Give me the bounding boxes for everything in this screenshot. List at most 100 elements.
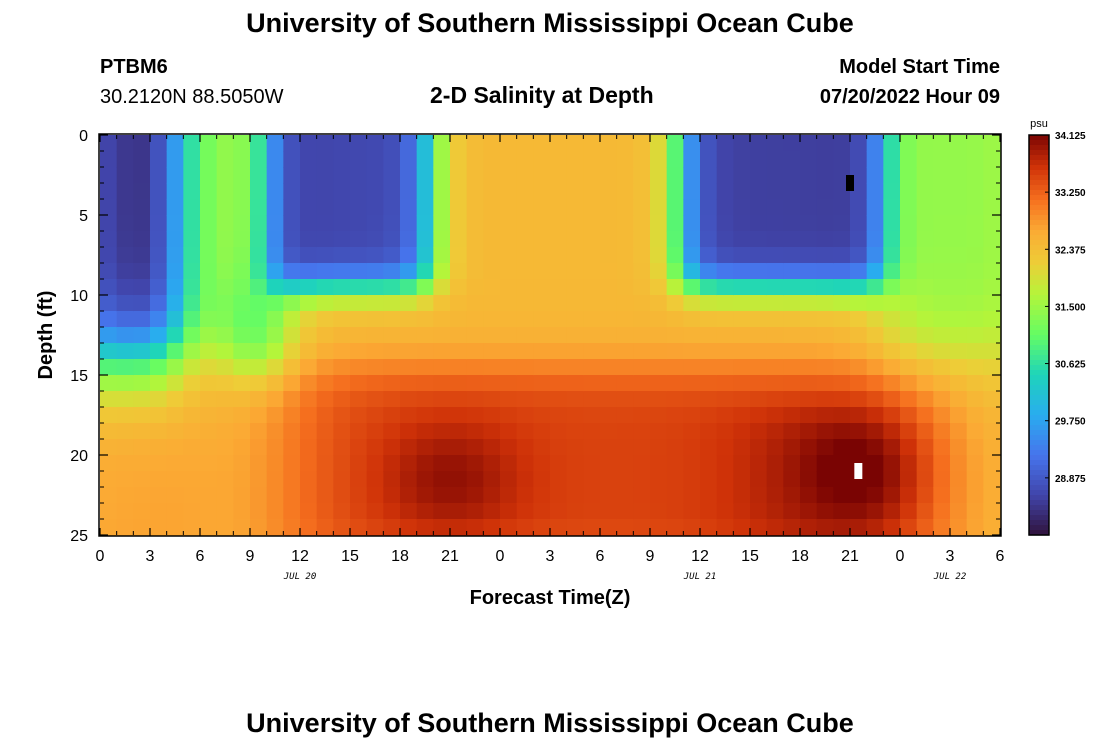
heatmap-cell	[816, 231, 834, 248]
heatmap-cell	[700, 423, 718, 440]
heatmap-cell	[666, 263, 684, 280]
heatmap-cell	[833, 439, 851, 456]
heatmap-cell	[883, 407, 901, 424]
heatmap-cell	[733, 183, 751, 200]
heatmap-cell	[450, 423, 468, 440]
colorbar-swatch	[1029, 310, 1049, 316]
colorbar-swatch	[1029, 285, 1049, 291]
heatmap-cell	[300, 391, 318, 408]
colorbar-swatch	[1029, 360, 1049, 366]
heatmap-cell	[800, 295, 818, 312]
heatmap-cell	[333, 503, 351, 520]
heatmap-cell	[200, 327, 218, 344]
heatmap-cell	[183, 439, 201, 456]
heatmap-cell	[266, 263, 284, 280]
colorbar: psu 34.125 33.250 32.375 31.500 30.625 29.750 2…	[1028, 118, 1086, 536]
heatmap-cell	[800, 183, 818, 200]
heatmap-cell	[816, 151, 834, 168]
heatmap-cell	[450, 247, 468, 264]
heatmap-cell	[516, 167, 534, 184]
heatmap-cell	[383, 167, 401, 184]
heatmap-cell	[883, 311, 901, 328]
heatmap-cell	[650, 343, 668, 360]
heatmap-cell	[200, 471, 218, 488]
heatmap-cell	[950, 295, 968, 312]
colorbar-swatch	[1029, 515, 1049, 521]
heatmap-cell	[500, 407, 518, 424]
heatmap-cell	[200, 215, 218, 232]
heatmap-cell	[883, 167, 901, 184]
heatmap-cell	[900, 135, 918, 152]
heatmap-cell	[733, 151, 751, 168]
x-tick-label: 15	[741, 548, 759, 565]
heatmap-cell	[650, 423, 668, 440]
heatmap-cell	[300, 471, 318, 488]
heatmap-cell	[866, 263, 884, 280]
colorbar-frame	[1028, 134, 1050, 536]
heatmap-cell	[750, 231, 768, 248]
heatmap-cell	[383, 215, 401, 232]
heatmap-cell	[250, 167, 268, 184]
heatmap-cell	[283, 199, 301, 216]
heatmap-cell	[133, 311, 151, 328]
heatmap-cell	[666, 487, 684, 504]
heatmap-cell	[966, 327, 984, 344]
heatmap-cell	[300, 359, 318, 376]
heatmap-cell	[516, 391, 534, 408]
heatmap-cell	[583, 263, 601, 280]
heatmap-cell	[983, 199, 1001, 216]
heatmap-cell	[450, 327, 468, 344]
heatmap-cell	[750, 247, 768, 264]
heatmap-cell	[883, 247, 901, 264]
heatmap-cell	[983, 135, 1001, 152]
heatmap-cell	[933, 407, 951, 424]
heatmap-cell	[800, 279, 818, 296]
heatmap-cell	[783, 343, 801, 360]
heatmap-cell	[433, 279, 451, 296]
heatmap-cell	[433, 471, 451, 488]
x-tick-label: 0	[896, 548, 905, 565]
heatmap-cell	[350, 167, 368, 184]
heatmap-cell	[600, 167, 618, 184]
heatmap-cell	[716, 231, 734, 248]
heatmap-cell	[300, 135, 318, 152]
heatmap-cell	[933, 151, 951, 168]
heatmap-cell	[533, 439, 551, 456]
heatmap-cell	[516, 455, 534, 472]
heatmap-cell	[400, 439, 418, 456]
heatmap-cell	[616, 343, 634, 360]
heatmap-cell	[383, 407, 401, 424]
colorbar-tick-label: 32.375	[1055, 245, 1086, 256]
heatmap-cell	[433, 231, 451, 248]
heatmap-cell	[416, 151, 434, 168]
heatmap-cell	[283, 327, 301, 344]
colorbar-swatch	[1029, 320, 1049, 326]
heatmap-cell	[100, 503, 118, 520]
heatmap-cell	[766, 487, 784, 504]
colorbar-swatch	[1029, 385, 1049, 391]
heatmap-cell	[133, 503, 151, 520]
heatmap-cell	[583, 503, 601, 520]
heatmap-cell	[733, 263, 751, 280]
heatmap-cell	[833, 311, 851, 328]
heatmap-cell	[650, 231, 668, 248]
heatmap-cell	[500, 439, 518, 456]
heatmap-cell	[150, 439, 168, 456]
heatmap-cell	[483, 503, 501, 520]
heatmap-cell	[333, 471, 351, 488]
heatmap-cell	[233, 279, 251, 296]
heatmap-cell	[783, 247, 801, 264]
colorbar-swatch	[1029, 470, 1049, 476]
heatmap-cell	[400, 503, 418, 520]
heatmap-cell	[716, 375, 734, 392]
heatmap-cell	[416, 487, 434, 504]
heatmap-cell	[450, 487, 468, 504]
colorbar-swatch	[1029, 455, 1049, 461]
heatmap-cell	[633, 391, 651, 408]
heatmap-cell	[416, 455, 434, 472]
heatmap-cell	[266, 215, 284, 232]
heatmap-cell	[666, 375, 684, 392]
heatmap-cell	[666, 471, 684, 488]
heatmap-cell	[400, 423, 418, 440]
heatmap-cell	[366, 439, 384, 456]
